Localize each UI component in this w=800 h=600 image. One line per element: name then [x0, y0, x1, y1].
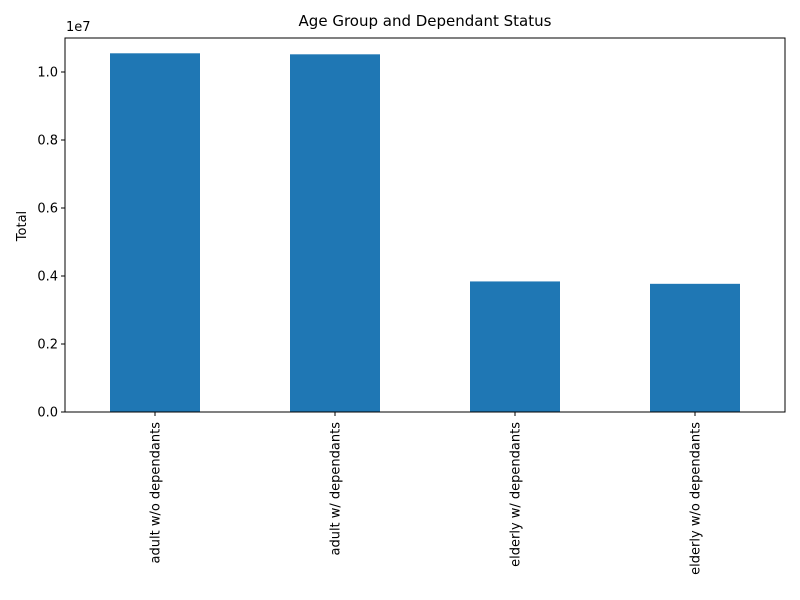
y-axis: 0.0 0.2 0.4 0.6 0.8 1.0 [37, 66, 65, 421]
y-axis-label: Total [15, 211, 30, 242]
bar-2 [470, 281, 560, 412]
x-axis: adult w/o dependants adult w/ dependants e… [149, 412, 704, 575]
x-tick-label-3: elderly w/o dependants [689, 422, 704, 575]
bar-1 [290, 54, 380, 412]
bars-layer [110, 53, 740, 413]
y-axis-offset-label: 1e7 [66, 20, 91, 35]
bar-0 [110, 53, 200, 413]
x-tick-label-0: adult w/o dependants [149, 422, 164, 564]
y-tick-label-4: 0.8 [37, 134, 58, 149]
y-tick-label-2: 0.4 [37, 270, 58, 285]
chart-title: Age Group and Dependant Status [299, 12, 552, 30]
y-tick-label-0: 0.0 [37, 406, 58, 421]
y-tick-label-5: 1.0 [37, 66, 58, 81]
x-tick-label-1: adult w/ dependants [329, 422, 344, 556]
x-tick-label-2: elderly w/ dependants [509, 422, 524, 567]
y-tick-label-3: 0.6 [37, 202, 58, 217]
bar-3 [650, 283, 740, 412]
plot-frame [64, 37, 786, 413]
y-tick-label-1: 0.2 [37, 338, 58, 353]
